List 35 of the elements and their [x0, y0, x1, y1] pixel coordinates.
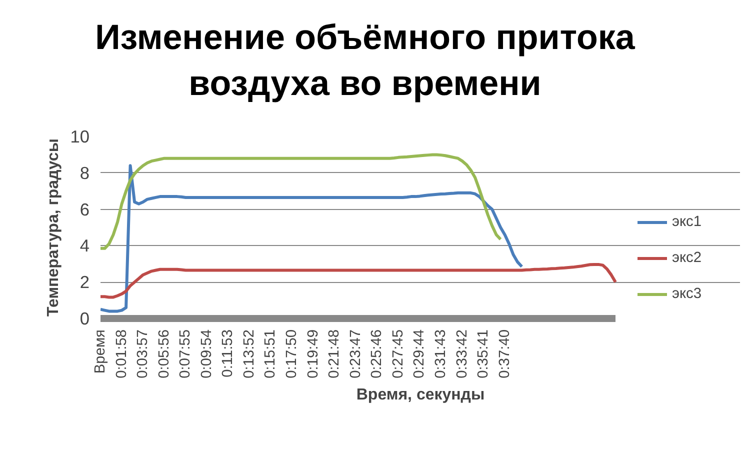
- line-series: [100, 262, 617, 299]
- y-axis-title: Температура, градусы: [45, 138, 62, 316]
- x-tick-label: 0:27:45: [390, 329, 406, 378]
- x-tick-label: 0:35:41: [476, 329, 492, 378]
- legend-label: экс3: [672, 286, 702, 302]
- x-tick-label: 0:29:44: [412, 329, 428, 378]
- chart-title: Изменение объёмного притока воздуха во времени: [95, 17, 635, 105]
- x-tick-label: 0:17:50: [284, 329, 300, 378]
- x-axis-title: Время, секунды: [356, 386, 485, 404]
- x-tick-label: 0:23:47: [348, 329, 364, 378]
- x-tick-label: 0:19:49: [305, 329, 322, 378]
- line-series: [100, 153, 502, 250]
- x-tick-label: 0:25:46: [369, 329, 386, 378]
- legend-label: экс2: [672, 250, 702, 266]
- y-tick-label: 6: [80, 199, 90, 220]
- x-tick-label: 0:11:53: [220, 330, 236, 378]
- x-tick-label: 0:01:58: [114, 329, 130, 378]
- x-tick-label: 0:21:48: [326, 329, 343, 378]
- x-tick-label: 0:09:54: [198, 329, 215, 378]
- line-series: [100, 164, 524, 313]
- x-tick-label: 0:13:52: [241, 329, 258, 378]
- x-tick-label: Время: [92, 329, 108, 374]
- y-tick-label: 8: [80, 162, 90, 183]
- y-tick-label: 10: [70, 126, 90, 146]
- y-tick-label: 0: [80, 308, 90, 328]
- x-tick-label: 0:03:57: [135, 329, 152, 378]
- y-tick-label: 2: [80, 272, 90, 292]
- y-tick-label: 4: [80, 236, 90, 256]
- x-tick-label: 0:33:42: [454, 329, 470, 378]
- x-tick-label: 0:07:55: [178, 329, 194, 378]
- x-tick-label: 0:15:51: [262, 329, 279, 378]
- x-tick-label: 0:37:40: [496, 329, 513, 378]
- legend-label: экс1: [672, 214, 702, 230]
- x-tick-label: 0:05:56: [156, 329, 172, 378]
- x-tick-label: 0:31:43: [432, 329, 449, 378]
